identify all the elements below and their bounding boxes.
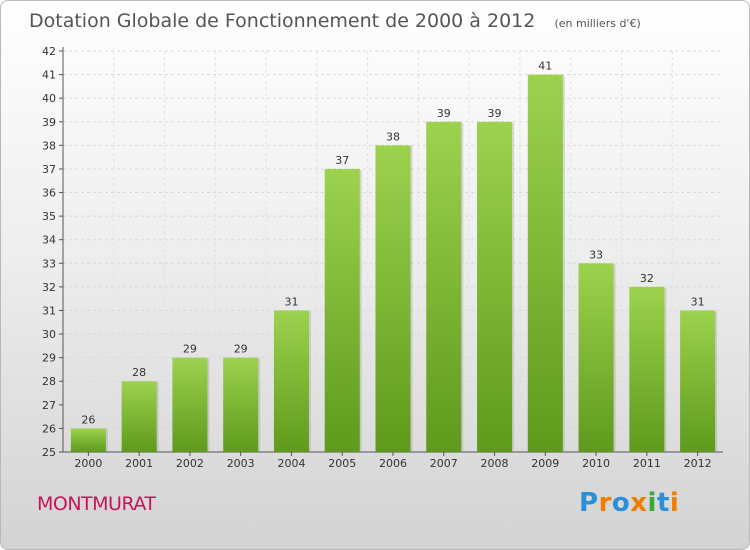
value-label: 41 <box>538 60 552 73</box>
y-tick-label: 42 <box>42 45 56 58</box>
x-tick-label: 2000 <box>74 457 102 470</box>
bar-2010 <box>578 263 614 452</box>
x-tick-label: 2011 <box>633 457 661 470</box>
value-label: 29 <box>234 343 248 356</box>
bar-2006 <box>375 145 411 452</box>
bars <box>70 74 718 453</box>
x-tick-label: 2009 <box>531 457 559 470</box>
logo-letter: x <box>630 488 648 518</box>
logo-letter: t <box>656 488 670 518</box>
x-tick-label: 2008 <box>481 457 509 470</box>
bar-2000 <box>70 428 106 452</box>
y-tick-label: 40 <box>42 92 56 105</box>
x-tick-label: 2005 <box>328 457 356 470</box>
value-label: 33 <box>589 248 603 261</box>
bar-2004 <box>273 310 309 452</box>
y-tick-label: 28 <box>42 375 56 388</box>
logo-letter: i <box>669 488 680 518</box>
y-tick-label: 34 <box>42 234 56 247</box>
bar-2003 <box>223 357 259 452</box>
bar-2009 <box>527 74 563 453</box>
value-label: 39 <box>437 107 451 120</box>
commune-name: MONTMURAT <box>37 493 156 515</box>
value-label: 29 <box>183 343 197 356</box>
y-tick-label: 32 <box>42 281 56 294</box>
value-label: 31 <box>691 295 705 308</box>
bar-2007 <box>426 121 462 452</box>
y-tick-label: 33 <box>42 257 56 270</box>
proxiti-logo[interactable]: Proxiti <box>579 488 679 518</box>
x-tick-label: 2002 <box>176 457 204 470</box>
x-tick-label: 2001 <box>125 457 153 470</box>
y-tick-label: 25 <box>42 446 56 459</box>
x-tick-label: 2004 <box>277 457 305 470</box>
chart-title: Dotation Globale de Fonctionnement de 20… <box>29 10 536 32</box>
bar-2001 <box>121 381 157 452</box>
value-label: 31 <box>284 295 298 308</box>
value-label: 32 <box>640 272 654 285</box>
y-tick-label: 35 <box>42 210 56 223</box>
bar-2012 <box>680 310 716 452</box>
x-tick-label: 2006 <box>379 457 407 470</box>
logo-letter: r <box>598 488 612 518</box>
y-tick-label: 26 <box>42 422 56 435</box>
y-tick-label: 29 <box>42 352 56 365</box>
y-tick-label: 30 <box>42 328 56 341</box>
x-tick-label: 2012 <box>684 457 712 470</box>
bar-2005 <box>324 168 360 453</box>
labels: 25 26 27 28 29 30 31 32 33 34 35 36 37 38 39 40 41 42 26 20… <box>42 45 712 470</box>
value-label: 38 <box>386 130 400 143</box>
bar-2011 <box>629 286 665 452</box>
logo-letter: i <box>647 488 657 518</box>
value-label: 37 <box>335 154 349 167</box>
logo-letter: o <box>611 488 631 518</box>
y-tick-label: 39 <box>42 116 56 129</box>
logo-letter: P <box>579 488 599 518</box>
x-tick-label: 2003 <box>227 457 255 470</box>
y-tick-label: 41 <box>42 69 56 82</box>
value-label: 28 <box>132 366 146 379</box>
x-tick-label: 2007 <box>430 457 458 470</box>
bar-2008 <box>477 121 513 452</box>
chart-subtitle: (en milliers d'€) <box>554 17 641 30</box>
y-tick-label: 36 <box>42 187 56 200</box>
x-tick-label: 2010 <box>582 457 610 470</box>
y-tick-label: 27 <box>42 399 56 412</box>
y-tick-label: 31 <box>42 304 56 317</box>
bar-2002 <box>172 357 208 452</box>
value-label: 26 <box>81 413 95 426</box>
y-tick-label: 37 <box>42 163 56 176</box>
value-label: 39 <box>488 107 502 120</box>
title-row: Dotation Globale de Fonctionnement de 20… <box>29 10 641 32</box>
y-tick-label: 38 <box>42 139 56 152</box>
